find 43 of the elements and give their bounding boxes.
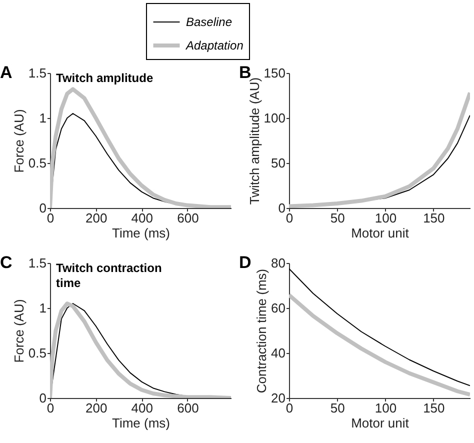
y-axis-title: Contraction time (ms): [254, 268, 270, 394]
y-tick-label: 0.5: [28, 156, 46, 170]
x-axis-title: Motor unit: [351, 416, 410, 430]
x-tick-label: 600: [177, 400, 199, 416]
x-tick-label: 200: [85, 400, 108, 416]
annotation: Twitch amplitude: [56, 71, 154, 85]
chart-title: D: [239, 253, 252, 272]
line-series: [289, 268, 470, 386]
x-axis-title: Motor unit: [351, 226, 410, 240]
y-tick-label: 1.5: [28, 66, 46, 80]
y-tick-label: 0: [278, 200, 286, 216]
y-axis-title: Force (AU): [11, 299, 26, 363]
y-tick-label: 1: [39, 110, 46, 126]
x-tick-label: 400: [131, 210, 153, 226]
chart-title: A: [0, 63, 12, 82]
y-tick-label: 0: [39, 200, 46, 216]
y-axis-title: Force (AU): [11, 109, 26, 173]
x-tick-label: 50: [330, 210, 345, 226]
legend-label: Adaptation: [185, 38, 244, 52]
y-tick-label: 1.5: [28, 256, 46, 270]
y-tick-label: 100: [264, 110, 286, 126]
y-tick-label: 50: [271, 156, 286, 170]
x-tick-label: 600: [177, 210, 199, 226]
x-axis-title: Time (ms): [112, 416, 170, 430]
x-tick-label: 400: [131, 400, 153, 416]
x-axis-title: Time (ms): [112, 226, 170, 240]
y-tick-label: 60: [271, 300, 286, 316]
y-tick-label: 150: [264, 66, 286, 80]
annotation: Twitch contraction time: [56, 261, 162, 290]
y-tick-label: 80: [271, 256, 286, 270]
chart-title: C: [0, 253, 12, 272]
legend-label: Baseline: [186, 15, 232, 29]
y-tick-label: 0: [39, 390, 46, 406]
y-tick-label: 40: [271, 346, 286, 360]
x-tick-label: 150: [423, 210, 445, 226]
y-tick-label: 1: [39, 300, 46, 316]
y-tick-label: 20: [271, 390, 286, 406]
y-tick-label: 0.5: [28, 346, 46, 360]
x-tick-label: 200: [85, 210, 108, 226]
x-tick-label: 100: [374, 400, 397, 416]
x-tick-label: 100: [374, 210, 397, 226]
x-tick-label: 50: [330, 400, 345, 416]
x-tick-label: 150: [423, 400, 445, 416]
